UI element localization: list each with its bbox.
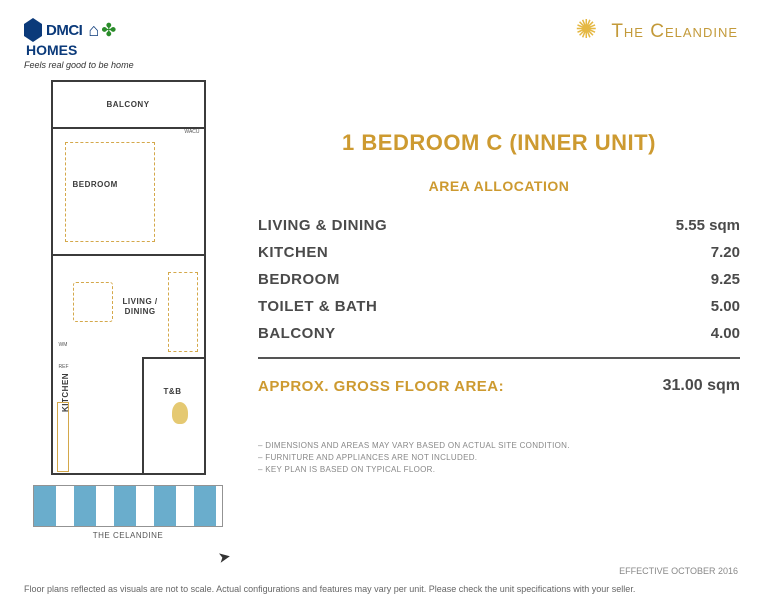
area-heading: AREA ALLOCATION bbox=[258, 178, 740, 194]
gross-label: APPROX. GROSS FLOOR AREA: bbox=[258, 378, 504, 395]
gross-value: 31.00 sqm bbox=[663, 377, 740, 395]
floorplan-column: BALCONY BEDROOM LIVING / DINING KITCHEN … bbox=[28, 80, 228, 540]
furniture-counter bbox=[168, 272, 198, 352]
dmci-logo: DMCI ⌂ ✤ HOMES Feels real good to be hom… bbox=[24, 18, 134, 70]
alloc-value: 5.00 bbox=[711, 298, 740, 315]
label-balcony: BALCONY bbox=[53, 100, 204, 109]
dmci-mark-icon bbox=[24, 18, 42, 42]
alloc-value: 5.55 sqm bbox=[676, 217, 740, 234]
furniture-table bbox=[73, 282, 113, 322]
alloc-value: 9.25 bbox=[711, 271, 740, 288]
table-row: BALCONY 4.00 bbox=[258, 320, 740, 347]
notes: – DIMENSIONS AND AREAS MAY VARY BASED ON… bbox=[258, 440, 740, 476]
label-wm: WM bbox=[59, 342, 68, 348]
table-row: LIVING & DINING 5.55 sqm bbox=[258, 212, 740, 239]
alloc-label: BALCONY bbox=[258, 325, 336, 342]
effective-date: EFFECTIVE OCTOBER 2016 bbox=[619, 566, 738, 576]
dmci-text: DMCI bbox=[46, 22, 82, 39]
alloc-label: TOILET & BATH bbox=[258, 298, 377, 315]
divider bbox=[258, 357, 740, 359]
furniture-kitchen-counter bbox=[57, 402, 69, 472]
alloc-value: 7.20 bbox=[711, 244, 740, 261]
table-row: KITCHEN 7.20 bbox=[258, 239, 740, 266]
note-line: – DIMENSIONS AND AREAS MAY VARY BASED ON… bbox=[258, 440, 740, 452]
alloc-value: 4.00 bbox=[711, 325, 740, 342]
table-row: TOILET & BATH 5.00 bbox=[258, 293, 740, 320]
label-living: LIVING / DINING bbox=[123, 297, 158, 316]
celandine-logo: The Celandine bbox=[575, 18, 738, 46]
header: DMCI ⌂ ✤ HOMES Feels real good to be hom… bbox=[0, 0, 768, 80]
homes-text: HOMES bbox=[26, 42, 134, 58]
celandine-text: The Celandine bbox=[611, 21, 738, 43]
label-wacu: WACU bbox=[184, 129, 199, 135]
note-line: – KEY PLAN IS BASED ON TYPICAL FLOOR. bbox=[258, 464, 740, 476]
table-row: BEDROOM 9.25 bbox=[258, 266, 740, 293]
floorplan-drawing: BALCONY BEDROOM LIVING / DINING KITCHEN … bbox=[51, 80, 206, 475]
clover-icon: ✤ bbox=[101, 20, 116, 41]
label-tb: T&B bbox=[164, 387, 182, 396]
alloc-label: LIVING & DINING bbox=[258, 217, 387, 234]
alloc-label: BEDROOM bbox=[258, 271, 340, 288]
keyplan-caption: THE CELANDINE bbox=[93, 531, 164, 540]
gross-row: APPROX. GROSS FLOOR AREA: 31.00 sqm bbox=[258, 377, 740, 395]
tagline: Feels real good to be home bbox=[24, 60, 134, 70]
label-ref: REF bbox=[59, 364, 69, 370]
allocation-table: LIVING & DINING 5.55 sqm KITCHEN 7.20 BE… bbox=[258, 212, 740, 347]
note-line: – FURNITURE AND APPLIANCES ARE NOT INCLU… bbox=[258, 452, 740, 464]
disclaimer: Floor plans reflected as visuals are not… bbox=[24, 584, 744, 594]
celandine-mark-icon bbox=[575, 18, 603, 46]
house-icon: ⌂ bbox=[88, 20, 99, 41]
cursor-icon: ➤ bbox=[217, 547, 233, 567]
unit-title: 1 BEDROOM C (INNER UNIT) bbox=[258, 130, 740, 156]
fixture-toilet bbox=[172, 402, 188, 424]
alloc-label: KITCHEN bbox=[258, 244, 328, 261]
furniture-bed bbox=[65, 142, 155, 242]
info-column: 1 BEDROOM C (INNER UNIT) AREA ALLOCATION… bbox=[258, 80, 740, 540]
keyplan-diagram bbox=[33, 485, 223, 527]
